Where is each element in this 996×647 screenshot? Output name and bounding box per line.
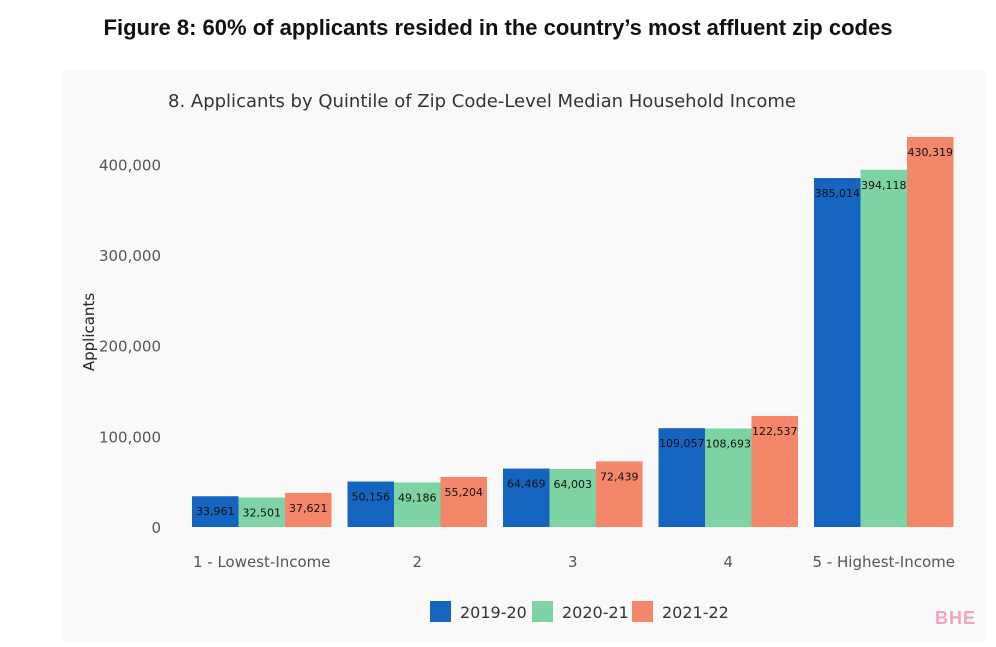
bar bbox=[596, 461, 643, 527]
legend-label: 2019-20 bbox=[460, 603, 527, 622]
x-tick-label: 2 bbox=[412, 553, 422, 571]
data-label: 64,469 bbox=[507, 478, 546, 491]
legend-swatch bbox=[632, 601, 653, 622]
data-label: 122,537 bbox=[752, 425, 798, 438]
y-tick-label: 0 bbox=[151, 519, 161, 537]
data-label: 109,057 bbox=[659, 437, 705, 450]
bar bbox=[394, 482, 441, 527]
bar-chart: 8. Applicants by Quintile of Zip Code-Le… bbox=[80, 91, 956, 622]
data-label: 37,621 bbox=[289, 502, 328, 515]
bar bbox=[347, 481, 394, 527]
y-tick-label: 400,000 bbox=[99, 156, 161, 174]
data-label: 385,014 bbox=[815, 187, 861, 200]
x-tick-label: 3 bbox=[568, 553, 578, 571]
data-label: 64,003 bbox=[554, 478, 593, 491]
chart-title: 8. Applicants by Quintile of Zip Code-Le… bbox=[168, 91, 796, 112]
bar bbox=[705, 428, 752, 527]
data-label: 32,501 bbox=[243, 507, 282, 520]
data-label: 394,118 bbox=[861, 179, 907, 192]
data-label: 33,961 bbox=[196, 505, 235, 518]
data-label: 108,693 bbox=[706, 437, 752, 450]
y-tick-label: 100,000 bbox=[99, 428, 161, 446]
legend-label: 2020-21 bbox=[562, 603, 629, 622]
x-tick-label: 4 bbox=[723, 553, 733, 571]
bar bbox=[814, 178, 861, 527]
bar bbox=[285, 492, 332, 527]
figure-title: Figure 8: 60% of applicants resided in t… bbox=[103, 15, 893, 40]
data-label: 55,204 bbox=[445, 486, 484, 499]
bar bbox=[860, 169, 907, 527]
bar bbox=[907, 137, 954, 527]
bar bbox=[503, 468, 550, 527]
data-label: 72,439 bbox=[600, 470, 639, 483]
bar bbox=[440, 476, 487, 527]
bar bbox=[238, 497, 285, 527]
bar bbox=[192, 496, 239, 527]
data-label: 430,319 bbox=[908, 146, 954, 159]
bar bbox=[658, 428, 705, 527]
watermark-logo: BHE bbox=[934, 608, 976, 628]
y-tick-label: 200,000 bbox=[99, 338, 161, 356]
x-tick-label: 1 - Lowest-Income bbox=[193, 553, 331, 571]
legend-label: 2021-22 bbox=[662, 603, 729, 622]
y-tick-label: 300,000 bbox=[99, 247, 161, 265]
bar bbox=[751, 415, 798, 527]
bar bbox=[549, 468, 596, 527]
chart-area: 8. Applicants by Quintile of Zip Code-Le… bbox=[62, 70, 986, 642]
data-label: 50,156 bbox=[352, 491, 391, 504]
y-axis-label: Applicants bbox=[80, 293, 98, 371]
legend-swatch bbox=[430, 601, 451, 622]
data-label: 49,186 bbox=[398, 491, 437, 504]
x-tick-label: 5 - Highest-Income bbox=[813, 553, 956, 571]
legend-swatch bbox=[532, 601, 553, 622]
